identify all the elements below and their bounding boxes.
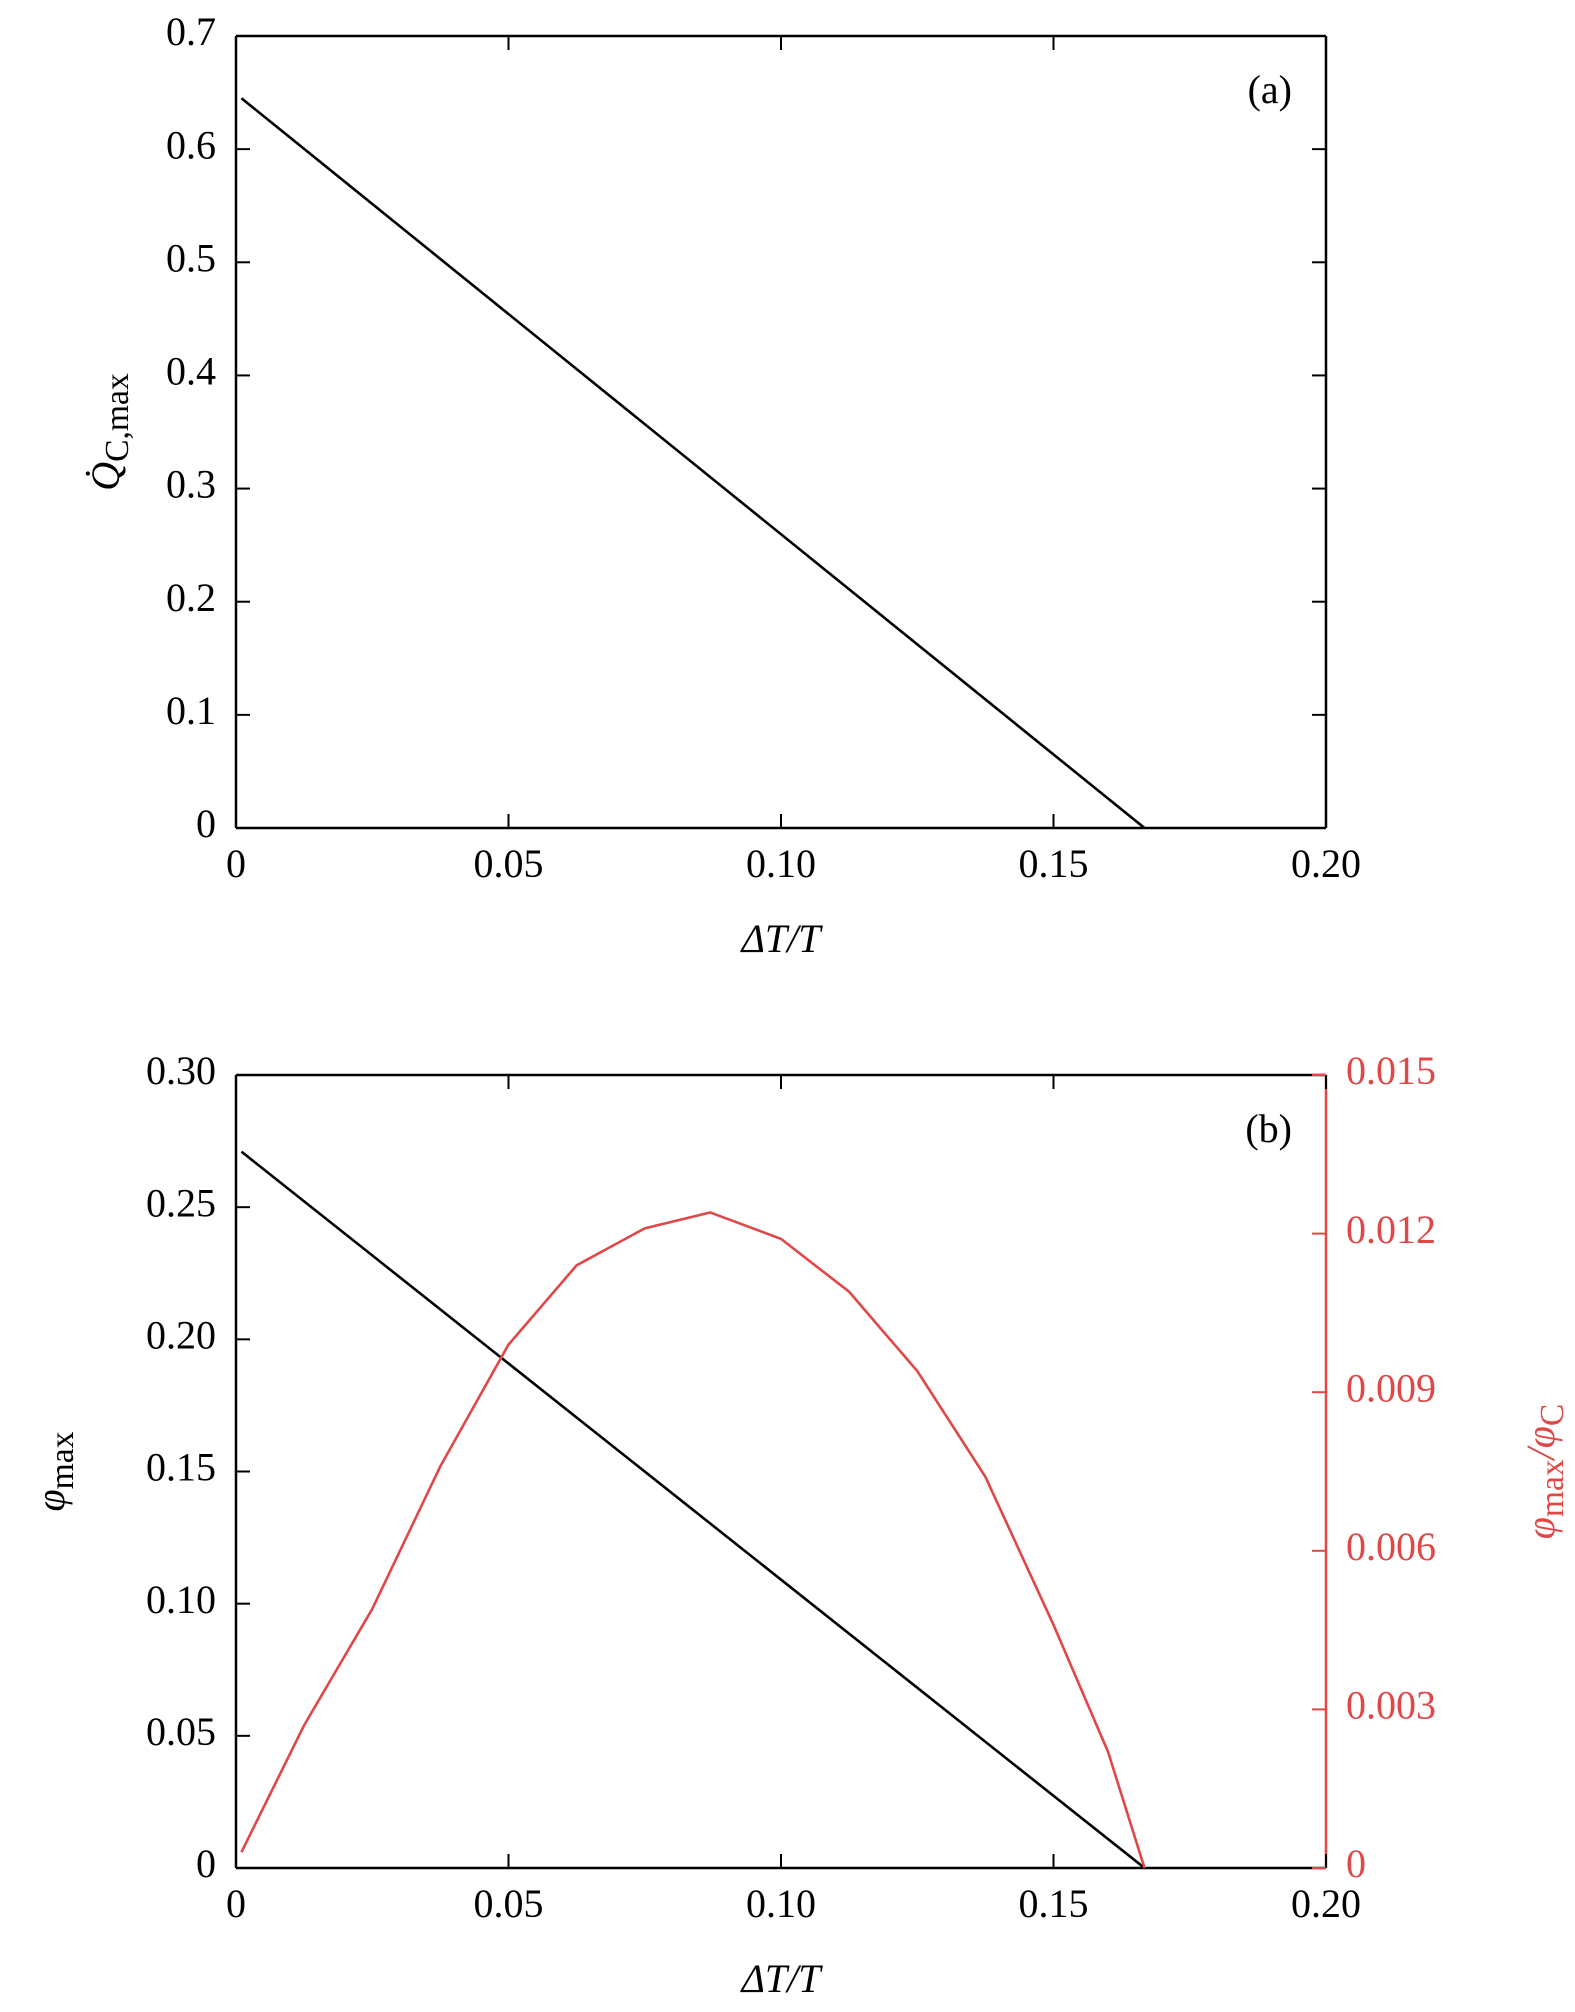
label-part: φ (28, 1489, 73, 1511)
x-tick-label: 0.10 (746, 1881, 816, 1926)
y2-tick-label: 0.015 (1346, 1048, 1436, 1093)
y-tick-label: 0 (196, 1841, 216, 1886)
x-tick-label: 0 (226, 1881, 246, 1926)
y-tick-label: 0.20 (146, 1313, 216, 1358)
label-part: /φ (1518, 1426, 1563, 1461)
y2-axis-label: φmax/φC (1518, 1404, 1571, 1540)
label-part: ΔT/T (739, 916, 823, 961)
y-tick-label: 0.7 (166, 9, 216, 54)
label-part: max (44, 1431, 81, 1489)
label-part: C,max (99, 373, 136, 462)
y-tick-label: 0.2 (166, 575, 216, 620)
y-axis-label: φmax (28, 1431, 81, 1511)
x-tick-label: 0.20 (1291, 1881, 1361, 1926)
x-tick-label: 0.15 (1019, 1881, 1089, 1926)
x-tick-label: 0.05 (474, 1881, 544, 1926)
y-tick-label: 0 (196, 801, 216, 846)
y-tick-label: 0.25 (146, 1180, 216, 1225)
label-part: φ (1518, 1517, 1563, 1539)
line-series (240, 1150, 1146, 1870)
x-tick-label: 0.10 (746, 841, 816, 886)
panel-label: (a) (1248, 67, 1292, 112)
label-part: Q̇ (83, 462, 128, 491)
y-tick-label: 0.30 (146, 1048, 216, 1093)
y2-tick-label: 0.009 (1346, 1365, 1436, 1410)
y-tick-label: 0.5 (166, 235, 216, 280)
y-tick-label: 0.4 (166, 349, 216, 394)
y-tick-label: 0.6 (166, 122, 216, 167)
x-axis-label: ΔT/T (739, 916, 823, 961)
y2-tick-label: 0 (1346, 1841, 1366, 1886)
y-tick-label: 0.15 (146, 1445, 216, 1490)
y-axis-label: Q̇C,max (83, 373, 136, 491)
y2-tick-label: 0.006 (1346, 1524, 1436, 1569)
label-part: C (1534, 1404, 1571, 1426)
label-part: ΔT/T (739, 1956, 823, 2001)
y-tick-label: 0.3 (166, 462, 216, 507)
y-tick-label: 0.05 (146, 1709, 216, 1754)
label-part: max (1534, 1459, 1571, 1517)
x-tick-label: 0.05 (474, 841, 544, 886)
y2-tick-label: 0.012 (1346, 1207, 1436, 1252)
y-tick-label: 0.10 (146, 1577, 216, 1622)
line-series (240, 97, 1146, 830)
x-tick-label: 0.20 (1291, 841, 1361, 886)
x-tick-label: 0 (226, 841, 246, 886)
x-axis-label: ΔT/T (739, 1956, 823, 2001)
panel-label: (b) (1245, 1106, 1292, 1151)
y2-tick-label: 0.003 (1346, 1683, 1436, 1728)
line-series (240, 1211, 1146, 1869)
x-tick-label: 0.15 (1019, 841, 1089, 886)
y-tick-label: 0.1 (166, 688, 216, 733)
